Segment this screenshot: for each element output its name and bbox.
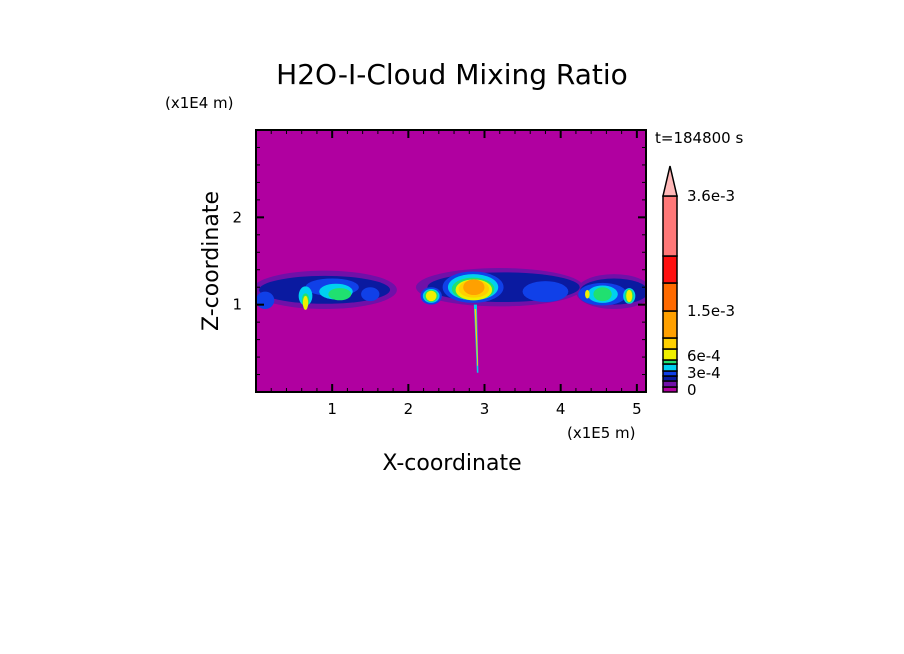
y-axis-label: Z-coordinate xyxy=(199,191,224,331)
colorbar-segment xyxy=(662,380,678,388)
colorbar: 03e-46e-4 1.5e-3 3.6e-3 xyxy=(662,165,735,399)
colorbar-segment xyxy=(662,363,678,372)
x-tick-label: 1 xyxy=(327,400,337,418)
contour-region xyxy=(256,291,275,310)
contour-fills xyxy=(256,130,646,392)
colorbar-tick-label: 6e-4 xyxy=(687,347,721,365)
colorbar-tick-label: 1.5e-3 xyxy=(687,302,735,320)
x-tick-label: 2 xyxy=(404,400,414,418)
contour-region xyxy=(463,279,485,296)
precip-streak-inner xyxy=(474,309,479,366)
plot-frame xyxy=(255,129,647,393)
x-axis-label: X-coordinate xyxy=(382,451,521,476)
plot-area xyxy=(256,130,646,392)
contour-region xyxy=(593,287,612,302)
contour-region xyxy=(302,295,309,310)
colorbar-tick-label: 0 xyxy=(687,381,697,399)
x-unit-label: (x1E5 m) xyxy=(567,424,636,442)
time-label: t=184800 s xyxy=(655,129,743,147)
contour-region xyxy=(585,289,590,299)
background-fill xyxy=(256,130,646,392)
axes: 1 2 3 4 5 1 2 xyxy=(232,129,647,418)
contour-region xyxy=(522,281,569,303)
contour-region xyxy=(328,288,352,301)
chart-title: H2O-I-Cloud Mixing Ratio xyxy=(276,58,628,91)
colorbar-tick-label: 3e-4 xyxy=(687,364,721,382)
x-tick-label: 3 xyxy=(480,400,490,418)
y-unit-label: (x1E4 m) xyxy=(165,94,234,112)
colorbar-segment xyxy=(662,195,678,257)
colorbar-tick-label: 3.6e-3 xyxy=(687,187,735,205)
contour-region xyxy=(361,287,380,302)
colorbar-segment xyxy=(662,337,678,350)
colorbar-segment xyxy=(662,282,678,312)
y-tick-label: 1 xyxy=(232,296,242,314)
contour-region xyxy=(626,289,633,303)
colorbar-segment xyxy=(662,255,678,284)
y-tick-label: 2 xyxy=(232,208,242,226)
colorbar-overflow-triangle xyxy=(662,165,678,197)
contour-region xyxy=(425,290,437,302)
x-tick-label: 4 xyxy=(556,400,566,418)
colorbar-segment xyxy=(662,348,678,361)
colorbar-segment xyxy=(662,310,678,339)
x-tick-label: 5 xyxy=(632,400,642,418)
